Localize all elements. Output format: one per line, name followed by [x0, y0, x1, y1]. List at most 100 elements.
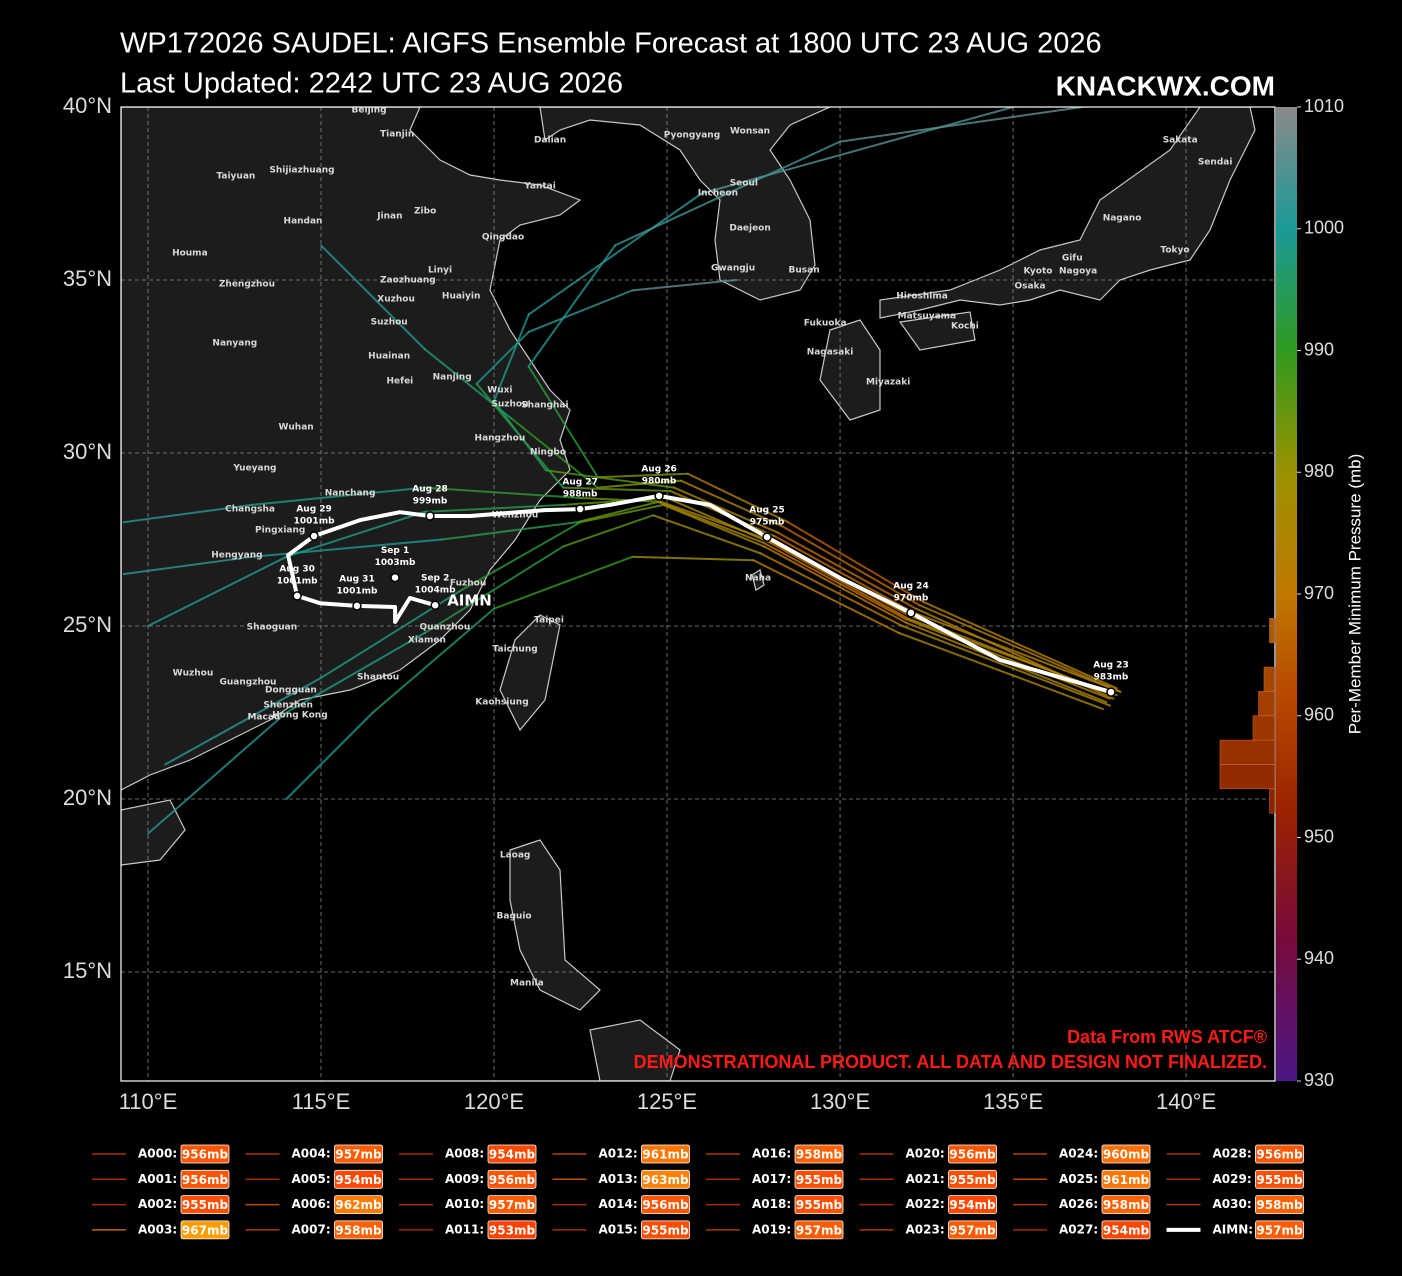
y-tick-label: 30°N — [63, 439, 112, 464]
city-label: Fukuoka — [804, 318, 847, 328]
city-label: Matsuyama — [898, 311, 957, 321]
legend-name: A022: — [906, 1197, 945, 1211]
mean-track-point — [906, 608, 916, 618]
ensemble-segment — [164, 676, 323, 766]
legend-name: A015: — [599, 1222, 638, 1236]
city-label: Nanjing — [433, 372, 472, 382]
ensemble-segment — [672, 486, 779, 534]
legend-value: 957mb — [796, 1223, 843, 1237]
mean-track: Aug 23 983mb Aug 24 970mb Aug 25 975mb Aug 26 9… — [277, 464, 1129, 697]
ensemble-segment — [776, 531, 918, 610]
colorbar-tick-label: 990 — [1304, 339, 1334, 359]
legend-name: A005: — [292, 1172, 331, 1186]
legend-name: A025: — [1059, 1172, 1098, 1186]
point-date: Aug 23 — [1093, 661, 1128, 671]
title: WP172026 SAUDEL: AIGFS Ensemble Forecast… — [120, 28, 1102, 60]
legend-badge — [794, 1195, 844, 1214]
ensemble-segment — [544, 469, 675, 489]
ensemble-segment — [285, 510, 426, 558]
city-label: Laoag — [500, 851, 531, 861]
city-label: Hangzhou — [475, 434, 526, 444]
legend-badge — [641, 1144, 690, 1164]
axes: 110°E 115°E 120°E 125°E 130°E 135°E 140°E 15°N 2… — [63, 93, 1216, 1114]
land-honshu — [879, 107, 1256, 319]
point-date: Aug 25 — [749, 506, 784, 516]
point-pressure: 988mb — [563, 490, 598, 500]
city-label: Dongguan — [265, 686, 317, 696]
legend-badge — [487, 1195, 537, 1214]
ensemble-segment — [527, 192, 703, 316]
city-label: Quanzhou — [419, 623, 470, 633]
histogram-bar — [1219, 739, 1276, 765]
city-label: Suzhou — [371, 317, 408, 327]
subtitle: Last Updated: 2242 UTC 23 AUG 2026 — [120, 68, 623, 100]
city-label: Daejeon — [729, 224, 770, 234]
legend-badge — [334, 1195, 383, 1214]
city-label: Wuzhou — [173, 669, 214, 679]
city-label: Wuxi — [487, 386, 512, 396]
legend-name: A003: — [138, 1222, 177, 1236]
legend-name: A026: — [1059, 1197, 1098, 1211]
city-label: Shantou — [357, 672, 399, 682]
ensemble-segment — [510, 417, 599, 489]
legend-badge — [334, 1220, 383, 1240]
city-label: Huainan — [368, 352, 410, 362]
legend-badge — [1101, 1144, 1151, 1164]
legend-badge — [487, 1220, 537, 1240]
legend-name: A014: — [599, 1197, 638, 1211]
legend-value: 956mb — [489, 1173, 536, 1187]
histogram-bar — [1252, 715, 1276, 741]
ensemble-segment — [904, 618, 1111, 700]
city-label: Dalian — [534, 135, 566, 145]
ensemble-segment — [787, 521, 925, 603]
mean-track-point — [352, 601, 362, 611]
ensemble-segment — [839, 107, 1084, 143]
ensemble-segment — [475, 382, 565, 489]
city-label: Taichung — [493, 644, 538, 654]
city-label: Manila — [510, 979, 544, 989]
ensemble-segment — [631, 279, 738, 292]
land-luzon — [509, 839, 601, 1011]
ensemble-segment — [371, 607, 496, 714]
city-label: Hong Kong — [272, 710, 328, 720]
city-label: Kaohsiung — [475, 698, 528, 708]
land-shikoku — [898, 311, 976, 351]
ensemble-segment — [752, 559, 900, 634]
city-label: Shenzhen — [263, 700, 313, 710]
colorbar-tick-label: 980 — [1304, 461, 1334, 481]
legend-value: 957mb — [949, 1223, 996, 1237]
ensemble-segment — [780, 524, 921, 607]
colorbar-tick-label: 960 — [1304, 705, 1334, 725]
ensemble-segment — [423, 545, 565, 634]
legend-value: 954mb — [1103, 1223, 1150, 1237]
city-label: Nanyang — [212, 338, 257, 348]
city-label: Zibo — [414, 207, 436, 217]
ensemble-segment — [762, 541, 907, 621]
point-pressure: 980mb — [642, 476, 677, 486]
city-label: Incheon — [698, 189, 738, 199]
y-tick-label: 35°N — [63, 266, 112, 291]
city-label: Shaoguan — [247, 623, 297, 633]
city-label: Hengyang — [211, 551, 262, 561]
mean-track-point — [654, 491, 664, 501]
point-pressure: 975mb — [750, 518, 785, 528]
colorbar — [1276, 107, 1297, 1081]
ensemble-segment — [423, 486, 582, 499]
ensemble-segment — [285, 711, 374, 801]
city-label: Gifu — [1062, 253, 1083, 263]
legend-badge — [948, 1144, 997, 1164]
land — [121, 107, 1256, 1081]
mean-track-name: AIMN — [447, 592, 492, 610]
legend-value: 954mb — [489, 1148, 536, 1162]
y-tick-label: 15°N — [63, 958, 112, 983]
legend-name: A000: — [138, 1147, 177, 1161]
city-label: Yueyang — [232, 463, 276, 473]
legend-value: 960mb — [1103, 1148, 1150, 1162]
city-label: Zhengzhou — [219, 280, 275, 290]
city-label: Beijing — [352, 106, 387, 116]
city-label: Nagoya — [1059, 267, 1097, 277]
x-tick-label: 135°E — [983, 1089, 1043, 1114]
city-label: Taipei — [534, 616, 564, 626]
city-label: Kyoto — [1024, 267, 1053, 277]
histogram-bar — [1258, 691, 1276, 717]
